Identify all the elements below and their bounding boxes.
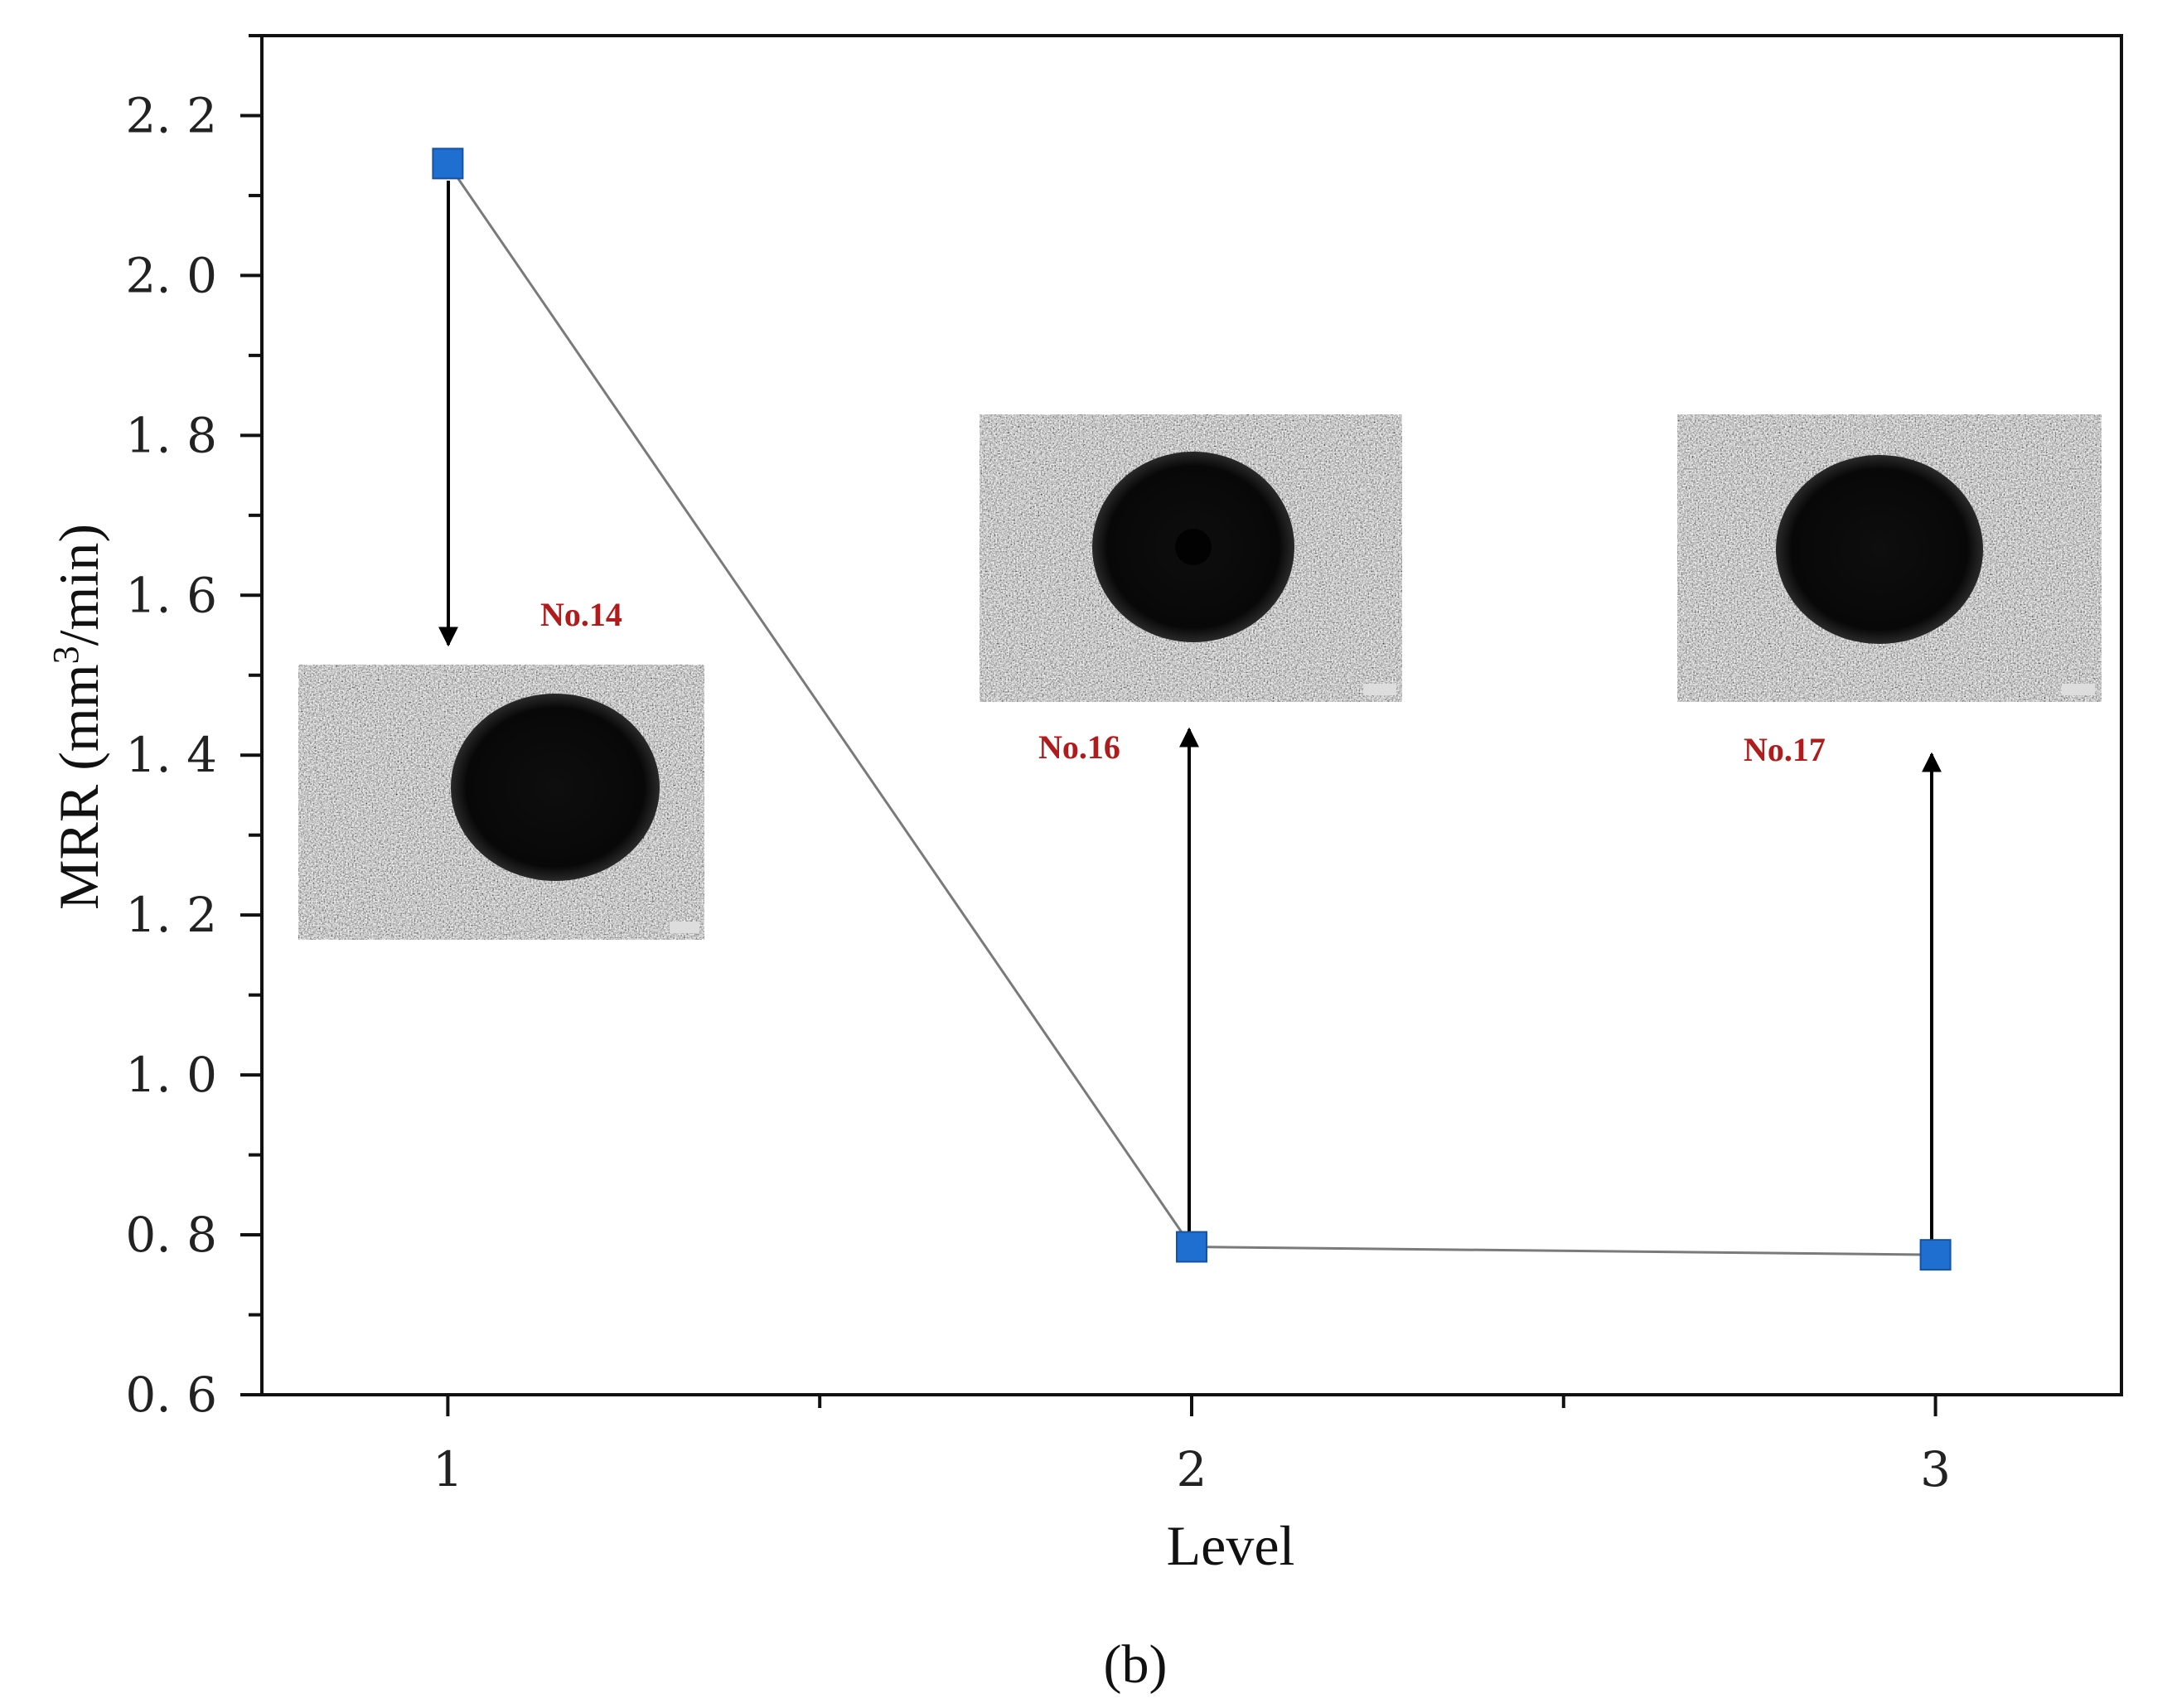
figure-caption: (b): [1104, 1634, 1168, 1695]
y-axis-title-main: MRR (mm: [47, 664, 110, 910]
x-axis-title: Level: [1167, 1514, 1295, 1577]
y-axis-title-sup: 3: [46, 646, 86, 664]
x-axis-ticks: 1 2 3: [433, 1395, 1951, 1498]
y-tick-label: 0. 6: [125, 1367, 217, 1423]
y-tick-label: 1. 8: [125, 407, 217, 463]
y-tick-label: 1. 4: [125, 727, 217, 783]
y-axis-title-tail: /min): [47, 524, 110, 646]
data-point-level-1: [432, 148, 464, 180]
annotation-label-no17: No.17: [1744, 731, 1826, 768]
annotation-label-no14: No.14: [540, 596, 622, 633]
y-tick-label: 0. 8: [125, 1207, 217, 1263]
x-tick-label: 3: [1920, 1441, 1951, 1498]
data-point-level-3: [1919, 1239, 1952, 1271]
y-tick-label: 2. 2: [125, 87, 217, 143]
y-tick-label: 1. 0: [125, 1047, 217, 1103]
x-tick-label: 1: [433, 1441, 463, 1498]
micrograph-no17: [1677, 414, 2102, 702]
y-tick-label: 2. 0: [125, 247, 217, 303]
series-layer: [432, 148, 1952, 1271]
micrograph-no14: [298, 665, 704, 940]
data-point-level-2: [1176, 1231, 1207, 1263]
y-tick-label: 1. 2: [125, 887, 217, 943]
annotation-label-no16: No.16: [1038, 728, 1120, 766]
micrograph-no16: [980, 414, 1402, 702]
y-axis-ticks: 0. 6 0. 8 1. 0 1. 2 1. 4 1. 6 1. 8 2. 0 2. 2: [125, 34, 262, 1423]
x-tick-label: 2: [1177, 1441, 1207, 1498]
y-tick-label: 1. 6: [125, 567, 217, 623]
y-axis-title: MRR (mm3/min): [46, 524, 111, 910]
